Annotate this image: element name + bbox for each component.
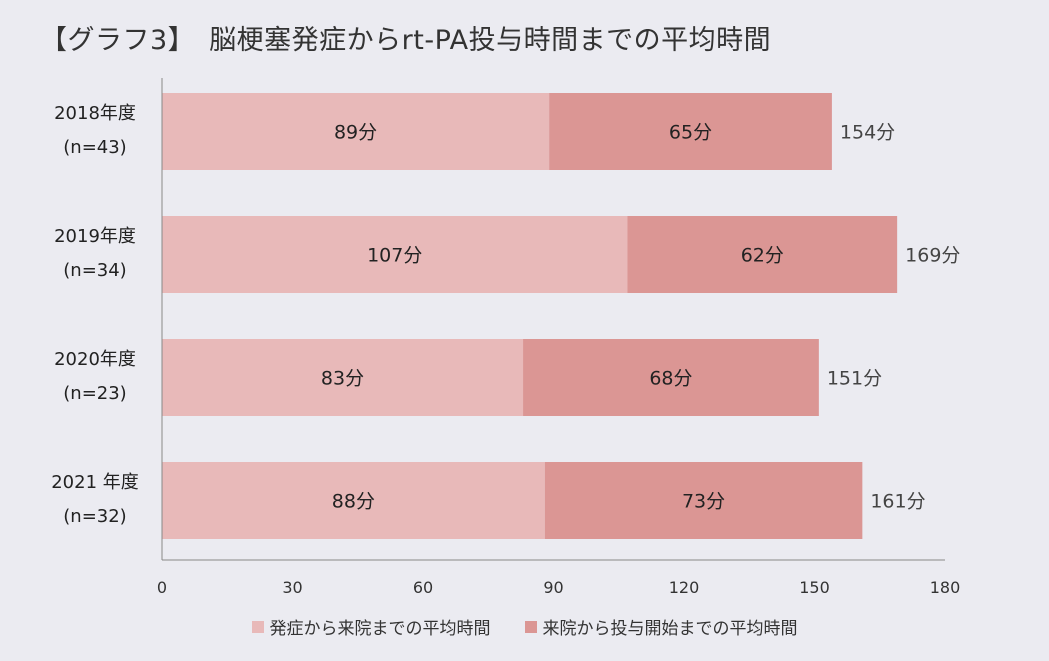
x-tick-label: 150 <box>799 578 830 597</box>
category-sublabel: (n=32) <box>63 506 126 527</box>
bar-segment-onset-to-arrival <box>162 462 545 539</box>
bar-segment-value-label: 73分 <box>682 491 725 513</box>
bar-segment-onset-to-arrival <box>162 93 550 170</box>
x-axis-ticks: 0 30 60 90 120 150 180 <box>157 578 960 597</box>
bar-segment-value-label: 62分 <box>741 245 784 267</box>
bar-segment-onset-to-arrival <box>162 216 628 293</box>
bar-total-label: 151分 <box>827 368 882 390</box>
legend: 発症から来院までの平均時間 来院から投与開始までの平均時間 <box>0 614 1049 639</box>
bar-segment-arrival-to-treatment <box>523 339 819 416</box>
bar-total-label: 169分 <box>905 245 960 267</box>
bar-segment-value-label: 83分 <box>321 368 364 390</box>
x-tick-label: 0 <box>157 578 167 597</box>
legend-swatch-arrival-to-treatment <box>524 620 537 633</box>
bar-segment-value-label: 107分 <box>367 245 422 267</box>
legend-label-onset-to-arrival: 発症から来院までの平均時間 <box>269 619 491 639</box>
category-label: 2021 年度 <box>51 472 139 493</box>
bar-total-label: 161分 <box>870 491 925 513</box>
category-labels: 2018年度 (n=43) 2019年度 (n=34) 2020年度 (n=23) 2021… <box>51 103 139 527</box>
category-label: 2020年度 <box>54 349 136 370</box>
legend-item-onset-to-arrival: 発症から来院までの平均時間 <box>251 614 491 639</box>
category-sublabel: (n=43) <box>63 137 126 158</box>
x-tick-label: 60 <box>413 578 433 597</box>
x-tick-label: 30 <box>282 578 302 597</box>
bar-segment-value-label: 68分 <box>649 368 692 390</box>
category-sublabel: (n=34) <box>63 260 126 281</box>
category-label: 2018年度 <box>54 103 136 124</box>
bar-segment-arrival-to-treatment <box>627 216 898 293</box>
bar-segment-value-label: 65分 <box>669 122 712 144</box>
x-tick-label: 90 <box>543 578 563 597</box>
bar-segment-arrival-to-treatment <box>549 93 832 170</box>
chart-title: 【グラフ3】 脳梗塞発症からrt-PA投与時間までの平均時間 <box>40 25 772 56</box>
bar-segment-value-label: 89分 <box>334 122 377 144</box>
category-sublabel: (n=23) <box>63 383 126 404</box>
x-tick-label: 120 <box>669 578 700 597</box>
bar-segment-arrival-to-treatment <box>544 462 863 539</box>
bar-segment-value-label: 88分 <box>332 491 375 513</box>
x-tick-label: 180 <box>930 578 961 597</box>
legend-item-arrival-to-treatment: 来院から投与開始までの平均時間 <box>524 614 798 639</box>
legend-swatch-onset-to-arrival <box>251 620 264 633</box>
bars-layer: 89分 65分 154分 107分 62分 169分 83分 68分 151分 88分 73分 161… <box>162 93 960 539</box>
bar-segment-onset-to-arrival <box>162 339 524 416</box>
legend-label-arrival-to-treatment: 来院から投与開始までの平均時間 <box>542 619 798 639</box>
category-label: 2019年度 <box>54 226 136 247</box>
bar-total-label: 154分 <box>840 122 895 144</box>
